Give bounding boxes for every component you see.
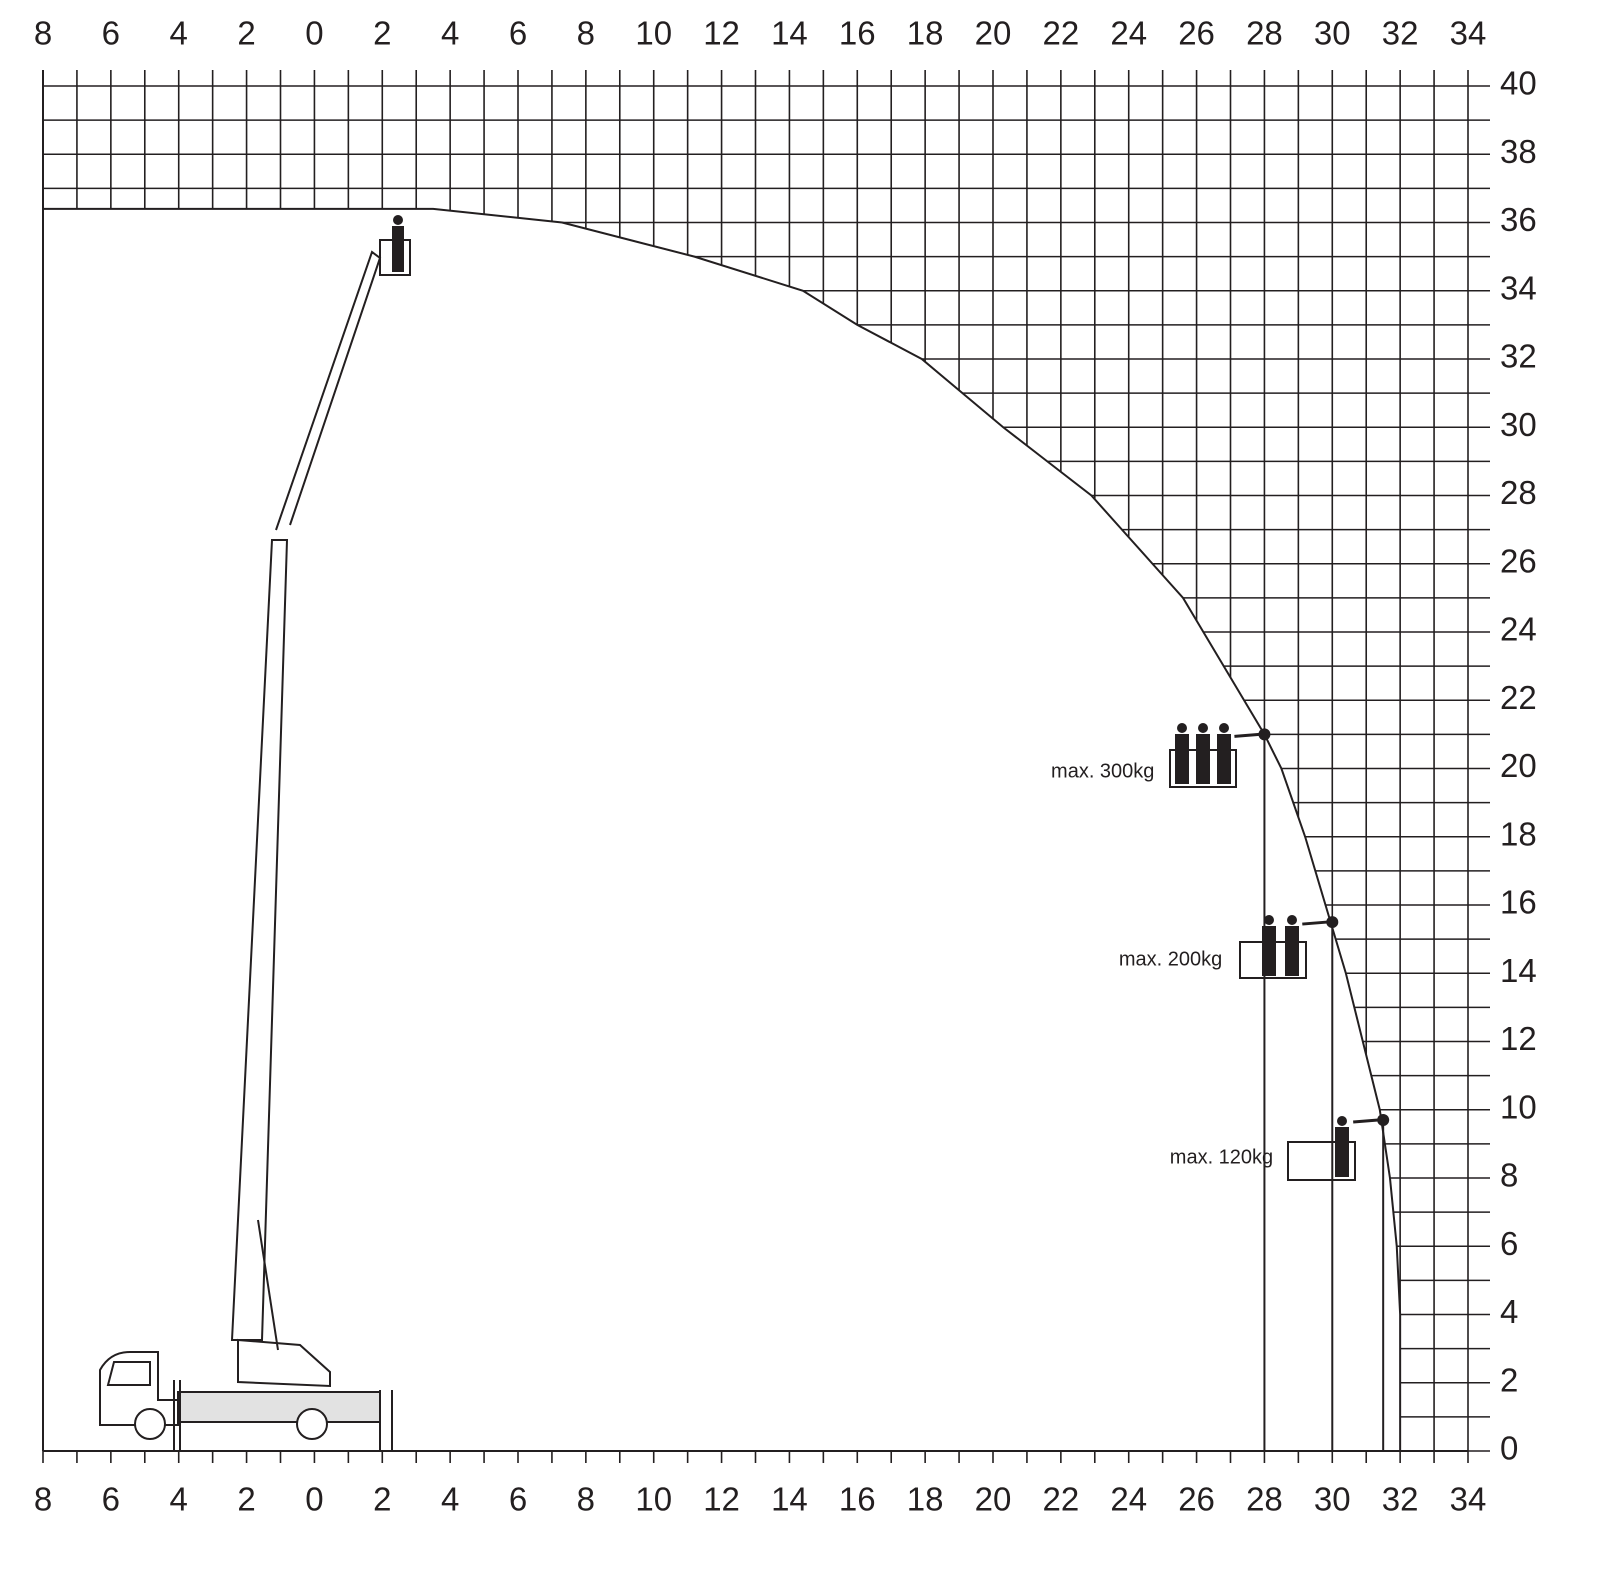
- x-tick-label: 6: [102, 1481, 120, 1518]
- x-tick-label: 2: [237, 1481, 255, 1518]
- y-tick-label: 30: [1500, 406, 1537, 443]
- y-tick-label: 40: [1500, 65, 1537, 102]
- x-tick-label: 8: [577, 1481, 595, 1518]
- load-label: max. 200kg: [1119, 948, 1222, 970]
- y-tick-label: 18: [1500, 815, 1537, 852]
- load-point: [1326, 916, 1339, 929]
- illustration: [99, 215, 1356, 1451]
- x-tick-label-top: 14: [771, 15, 808, 52]
- x-tick-label: 28: [1246, 1481, 1283, 1518]
- wheel: [296, 1408, 328, 1440]
- x-tick-label: 2: [373, 1481, 391, 1518]
- x-tick-label: 26: [1178, 1481, 1215, 1518]
- persons: [1175, 723, 1231, 784]
- load-label: max. 120kg: [1170, 1146, 1273, 1168]
- x-tick-label-top: 8: [34, 15, 52, 52]
- x-tick-label-top: 20: [975, 15, 1012, 52]
- arm: [1234, 732, 1260, 738]
- y-tick-label: 20: [1500, 747, 1537, 784]
- y-tick-label: 34: [1500, 269, 1537, 306]
- plot: max. 300kg max. 200kg max. 120kg: [42, 70, 1468, 1452]
- boom-cylinder: [257, 1219, 279, 1351]
- x-tick-label: 4: [441, 1481, 459, 1518]
- x-tick-label-top: 8: [577, 15, 595, 52]
- x-tick-label-top: 4: [170, 15, 188, 52]
- x-tick-label: 6: [509, 1481, 527, 1518]
- working-range: [43, 208, 1401, 1452]
- x-tick-label: 18: [907, 1481, 944, 1518]
- y-tick-label: 22: [1500, 679, 1537, 716]
- y-tick-label: 14: [1500, 952, 1537, 989]
- x-tick-label-top: 2: [373, 15, 391, 52]
- x-tick-label: 14: [771, 1481, 808, 1518]
- operator-head: [393, 215, 403, 225]
- x-tick-label: 34: [1450, 1481, 1487, 1518]
- y-tick-label: 36: [1500, 201, 1537, 238]
- y-tick-label: 32: [1500, 338, 1537, 375]
- x-tick-label: 10: [635, 1481, 672, 1518]
- wheel: [134, 1408, 166, 1440]
- truck-bed: [177, 1391, 381, 1423]
- envelope-line: [43, 207, 1402, 1451]
- person: [1335, 1116, 1349, 1177]
- x-tick-label-top: 10: [635, 15, 672, 52]
- x-tick-label: 20: [975, 1481, 1012, 1518]
- x-tick-label: 32: [1382, 1481, 1419, 1518]
- x-tick-label-top: 24: [1110, 15, 1147, 52]
- x-tick-label: 12: [703, 1481, 740, 1518]
- y-tick-label: 0: [1500, 1430, 1518, 1467]
- x-tick-label-top: 16: [839, 15, 876, 52]
- x-tick-label: 22: [1042, 1481, 1079, 1518]
- y-tick-label: 10: [1500, 1088, 1537, 1125]
- load-point: [1258, 728, 1271, 741]
- y-tick-label: 2: [1500, 1361, 1518, 1398]
- x-tick-label: 8: [34, 1481, 52, 1518]
- load-label: max. 300kg: [1051, 761, 1154, 783]
- basket: [1287, 1141, 1356, 1181]
- arm: [1302, 920, 1328, 926]
- y-tick-label: 4: [1500, 1293, 1518, 1330]
- x-tick-label-top: 32: [1382, 15, 1419, 52]
- load-point: [1377, 1113, 1390, 1126]
- x-tick-label-top: 28: [1246, 15, 1283, 52]
- arm: [1353, 1118, 1379, 1124]
- persons: [1262, 915, 1299, 976]
- x-tick-label: 30: [1314, 1481, 1351, 1518]
- turret: [237, 1338, 331, 1388]
- x-tick-label-top: 6: [102, 15, 120, 52]
- outrigger: [173, 1380, 393, 1451]
- x-tick-label-top: 4: [441, 15, 459, 52]
- x-tick-label: 16: [839, 1481, 876, 1518]
- x-tick-label-top: 26: [1178, 15, 1215, 52]
- x-tick-label-top: 12: [703, 15, 740, 52]
- x-tick-label-top: 0: [305, 15, 323, 52]
- y-tick-label: 12: [1500, 1020, 1537, 1057]
- operator: [392, 226, 404, 272]
- y-tick-label: 28: [1500, 474, 1537, 511]
- truck-window: [106, 1361, 151, 1386]
- x-tick-label-top: 18: [907, 15, 944, 52]
- y-tick-label: 26: [1500, 542, 1537, 579]
- x-tick-label-top: 6: [509, 15, 527, 52]
- x-tick-label-top: 34: [1450, 15, 1487, 52]
- x-tick-label-top: 2: [237, 15, 255, 52]
- x-tick-label-top: 22: [1042, 15, 1079, 52]
- y-tick-label: 16: [1500, 884, 1537, 921]
- x-tick-label: 4: [170, 1481, 188, 1518]
- y-tick-label: 8: [1500, 1157, 1518, 1194]
- y-tick-label: 38: [1500, 133, 1537, 170]
- x-tick-label: 0: [305, 1481, 323, 1518]
- truck-cab: [99, 1351, 179, 1426]
- boom: [230, 250, 382, 1341]
- x-tick-label-top: 30: [1314, 15, 1351, 52]
- y-tick-label: 6: [1500, 1225, 1518, 1262]
- x-tick-label: 24: [1110, 1481, 1147, 1518]
- y-tick-label: 24: [1500, 611, 1537, 648]
